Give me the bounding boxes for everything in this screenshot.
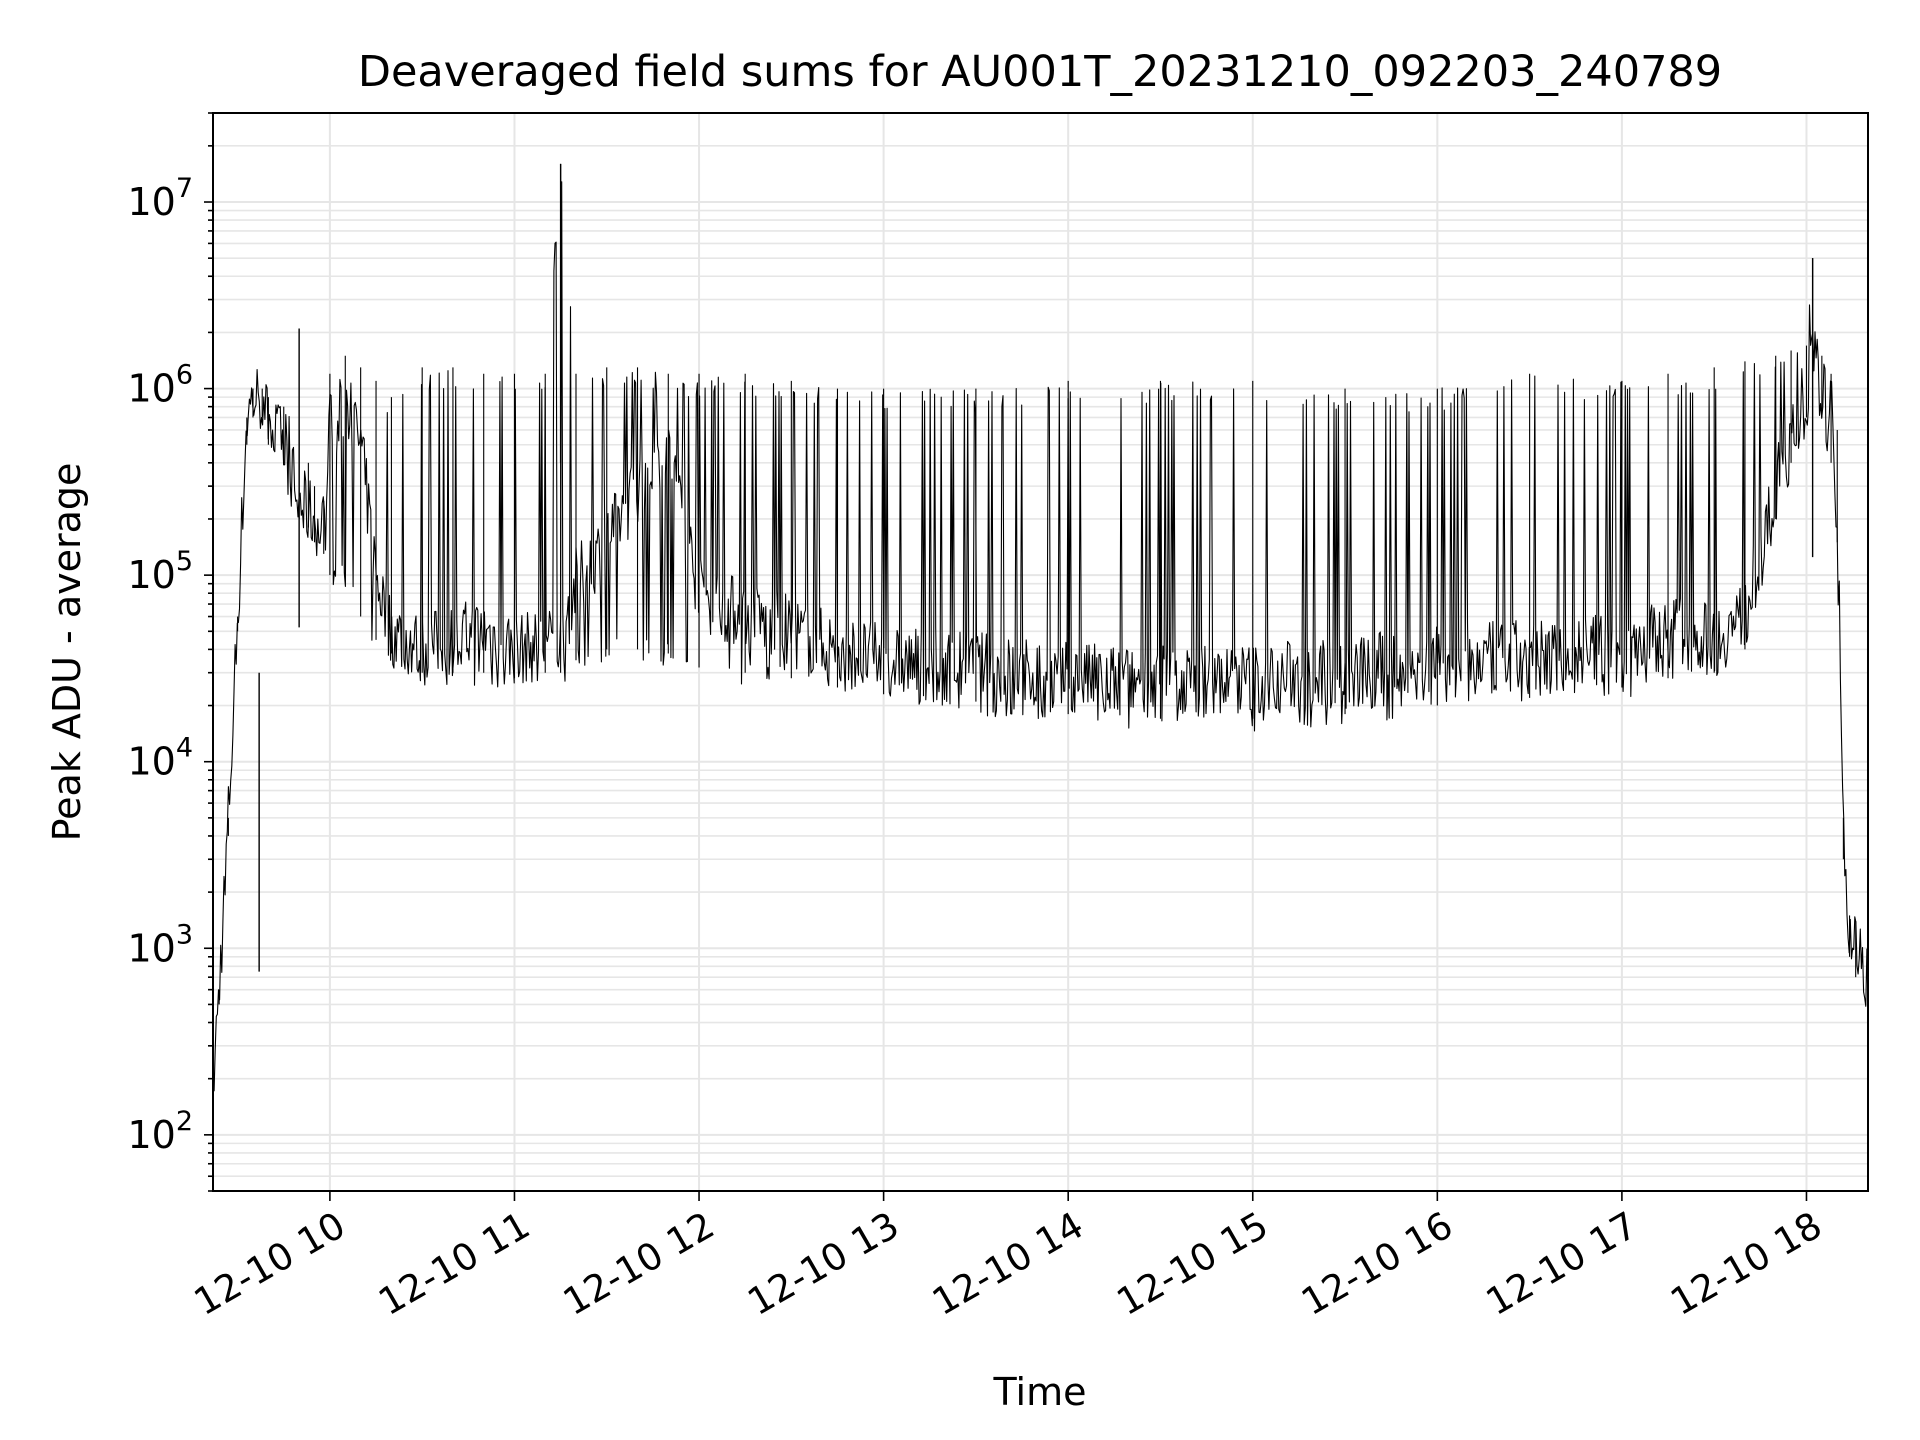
grid-lines — [213, 112, 1868, 1192]
x-axis-label: Time — [993, 1370, 1087, 1414]
y-axis-label: Peak ADU - average — [45, 463, 89, 842]
chart-title: Deaveraged field sums for AU001T_2023121… — [358, 47, 1722, 97]
y-tick-label: 102 — [127, 1106, 193, 1157]
plot-frame — [212, 112, 1869, 1192]
series-line — [212, 181, 1869, 1092]
